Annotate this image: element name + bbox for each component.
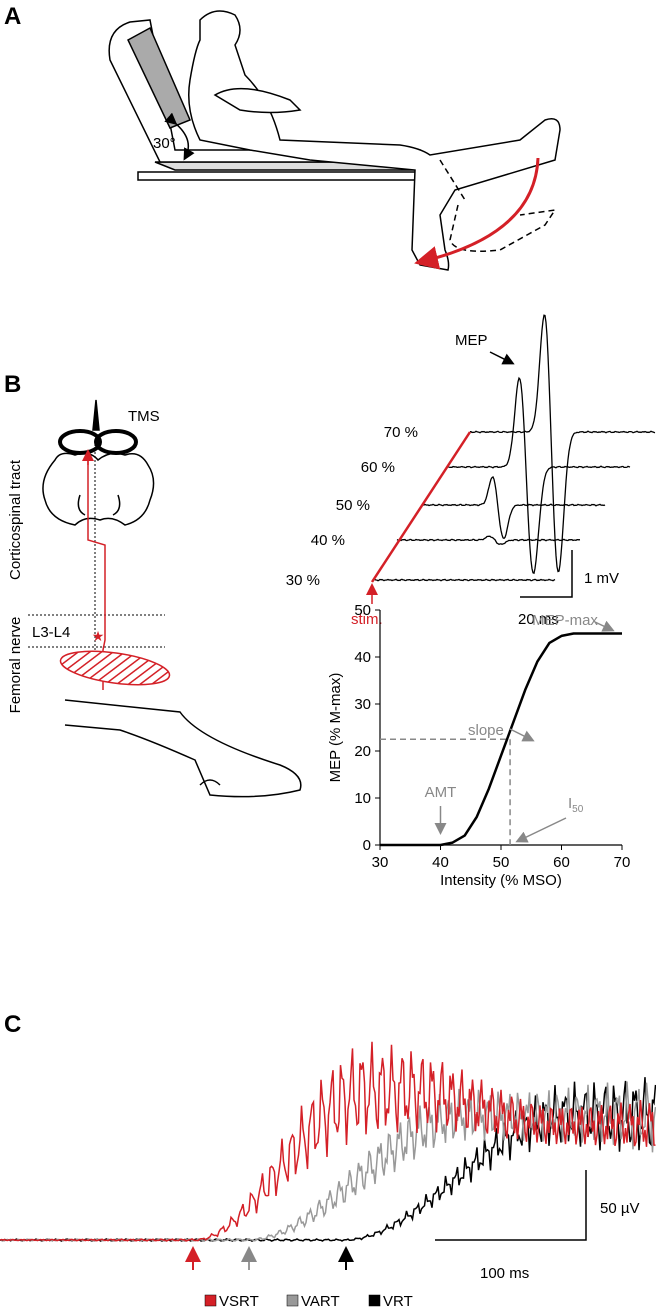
y-tick-label: 0 (363, 837, 371, 854)
y-tick-label: 30 (354, 696, 371, 713)
annotation: AMT (425, 784, 457, 801)
legend: VSRT VART VRT (204, 1293, 413, 1310)
x-tick-label: 50 (493, 854, 510, 871)
mep-traces: 70 % 60 % 50 % 40 % 30 % (286, 314, 656, 604)
intensity-label: 70 % (384, 424, 418, 441)
i50-main: I (568, 795, 572, 812)
mep-trace (470, 314, 656, 573)
emg-trace (0, 1041, 656, 1242)
emg-trace (0, 1077, 656, 1242)
mep-arrow (489, 351, 515, 365)
y-tick-label: 40 (354, 649, 371, 666)
panel-label: B (4, 371, 21, 398)
stim-label: stim. (351, 611, 383, 628)
legend-swatch (286, 1294, 299, 1307)
intensity-label: 60 % (361, 459, 395, 476)
scale-y-label: 1 mV (584, 570, 619, 587)
nerve-region (59, 650, 171, 686)
legend-swatch (368, 1294, 381, 1307)
mep-trace (421, 476, 606, 540)
x-tick-label: 70 (614, 854, 631, 871)
star: ★ (92, 628, 105, 644)
stim-line (370, 431, 472, 583)
tract-label: Corticospinal tract (7, 459, 24, 580)
y-tick-label: 20 (354, 743, 371, 760)
emg-traces (0, 1041, 656, 1270)
scale-y-label: 50 µV (600, 1200, 640, 1217)
panel-label: C (4, 1011, 21, 1038)
annotation: slope (468, 722, 504, 739)
y-axis-label: MEP (% M-max) (327, 673, 344, 783)
x-tick-label: 30 (372, 854, 389, 871)
annotation: MEP-max (532, 612, 598, 629)
scale-x-label: 20 ms (518, 611, 559, 628)
nerve-label: Femoral nerve (7, 617, 24, 714)
tms-label: TMS (128, 408, 160, 425)
annotation-arrow (594, 620, 615, 632)
x-axis-label: Intensity (% MSO) (440, 872, 562, 889)
intensity-label: 40 % (311, 532, 345, 549)
chair-illustration (108, 10, 561, 271)
intensity-label: 30 % (286, 572, 320, 589)
angle-label: 30° (153, 135, 176, 152)
mep-label: MEP (455, 332, 488, 349)
mep-trace (372, 578, 556, 582)
x-tick-label: 60 (553, 854, 570, 871)
legend-swatch (204, 1294, 217, 1307)
i50-arrow (515, 817, 567, 843)
brain-illustration (28, 399, 302, 798)
mep-trace (446, 376, 631, 575)
y-tick-label: 50 (354, 602, 371, 619)
legend-label: VRT (383, 1293, 413, 1310)
legend-label: VART (301, 1293, 340, 1310)
panel-label: A (4, 3, 21, 30)
level-label: L3-L4 (32, 624, 70, 641)
annotation: I50 (568, 795, 584, 815)
scale-x-label: 100 ms (480, 1265, 529, 1282)
scale-bar (520, 550, 573, 598)
recruitment-curve: 0 10 20 30 40 50 30 40 50 60 70 Intensity (% MSO) ME… (327, 602, 630, 889)
i50-sub: 50 (572, 804, 584, 815)
x-tick-label: 40 (432, 854, 449, 871)
mep-trace (396, 535, 581, 546)
curve (380, 632, 622, 847)
intensity-label: 50 % (336, 497, 370, 514)
emg-trace (0, 1081, 656, 1243)
scale-bar (435, 1170, 587, 1241)
y-tick-label: 10 (354, 790, 371, 807)
movement-arrow (414, 157, 540, 270)
legend-label: VSRT (219, 1293, 259, 1310)
annotation-arrow (509, 728, 535, 742)
